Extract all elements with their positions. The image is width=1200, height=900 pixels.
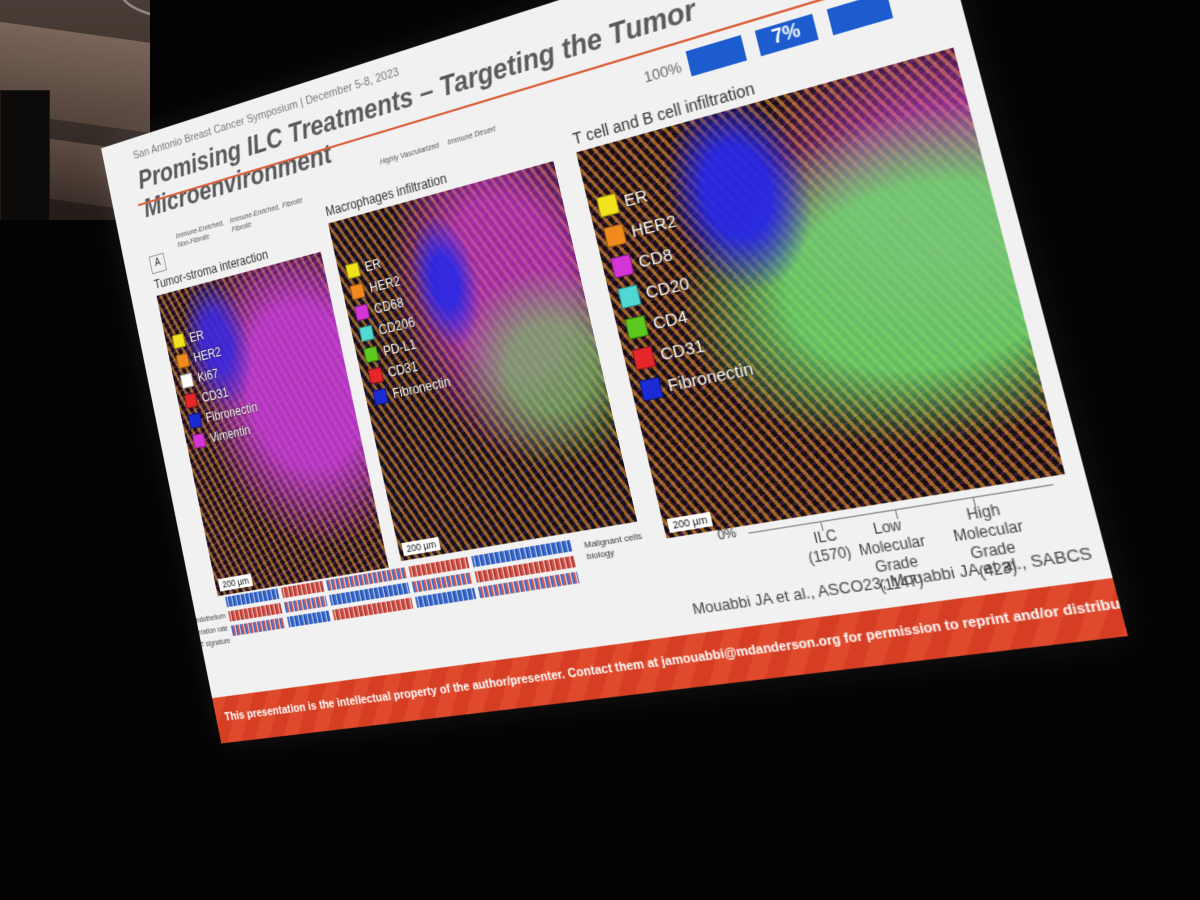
- color-swatch: [179, 372, 195, 390]
- heatmap-strip: [230, 617, 286, 637]
- color-swatch: [610, 253, 635, 279]
- color-swatch: [372, 387, 389, 406]
- color-swatch: [344, 261, 362, 280]
- color-swatch: [367, 366, 385, 385]
- axis-zero-label: 0%: [716, 526, 738, 544]
- legend-label: CD20: [643, 273, 692, 303]
- legend-label: HER2: [368, 273, 402, 296]
- color-swatch: [353, 303, 371, 322]
- subtype-label: Fibrotic: [281, 197, 304, 211]
- legend-label: Vimentin: [208, 422, 252, 446]
- legend-label: ER: [363, 256, 383, 275]
- legend-label: CD31: [200, 385, 230, 406]
- legend-label: Ki67: [196, 366, 220, 386]
- subtype-label: Immune-Enriched, Non-Fibrotic: [175, 219, 225, 250]
- legend-label: CD4: [650, 306, 690, 334]
- color-swatch: [175, 352, 191, 370]
- projected-slide: San Antonio Breast Cancer Symposium | De…: [101, 0, 1129, 744]
- legend-label: CD68: [372, 294, 406, 317]
- color-swatch: [358, 324, 375, 343]
- legend-label: HER2: [629, 210, 679, 242]
- color-swatch: [631, 345, 657, 371]
- blue-bar: [826, 0, 894, 36]
- heatmap-row-label: EMT signature: [191, 637, 232, 651]
- color-swatch: [595, 192, 621, 218]
- color-swatch: [617, 284, 642, 310]
- legend-label: PD-L1: [381, 336, 418, 360]
- legend-label: CD8: [636, 244, 675, 272]
- heatmap-strip: [283, 595, 328, 613]
- color-swatch: [191, 432, 207, 450]
- color-swatch: [602, 223, 628, 249]
- color-swatch: [187, 412, 203, 430]
- color-swatch: [624, 314, 650, 340]
- panel-marker: A: [148, 252, 167, 275]
- legend-label: CD31: [386, 358, 420, 381]
- heatmap-strip: [286, 610, 331, 628]
- legend-label: ER: [621, 185, 650, 211]
- color-swatch: [349, 282, 366, 301]
- color-swatch: [638, 376, 664, 402]
- color-swatch: [183, 392, 199, 410]
- legend-label: CD31: [658, 335, 707, 365]
- legend-label: HER2: [192, 344, 223, 366]
- legend-label: ER: [188, 327, 206, 346]
- color-swatch: [171, 332, 187, 350]
- subtype-label: Immune-Enriched, Fibrotic: [229, 203, 281, 235]
- heatmap-side-label: Malignant cells biology: [583, 530, 643, 562]
- color-swatch: [363, 345, 380, 364]
